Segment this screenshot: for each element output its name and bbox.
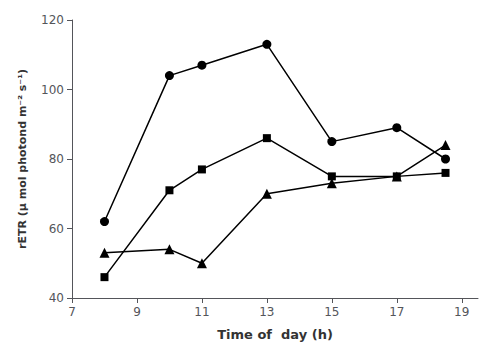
svg-text:80: 80: [49, 152, 64, 166]
svg-text:17: 17: [389, 305, 404, 319]
svg-text:Time of day (h): Time of day (h): [217, 327, 333, 342]
svg-text:15: 15: [324, 305, 339, 319]
svg-text:7: 7: [68, 305, 76, 319]
svg-text:120: 120: [41, 13, 64, 27]
svg-text:40: 40: [49, 291, 64, 305]
svg-text:60: 60: [49, 222, 64, 236]
svg-text:13: 13: [259, 305, 274, 319]
svg-text:9: 9: [133, 305, 141, 319]
svg-text:19: 19: [454, 305, 469, 319]
svg-text:11: 11: [194, 305, 209, 319]
svg-text:100: 100: [41, 83, 64, 97]
svg-text:rETR (μ mol photond m⁻² s⁻¹): rETR (μ mol photond m⁻² s⁻¹): [16, 69, 29, 249]
